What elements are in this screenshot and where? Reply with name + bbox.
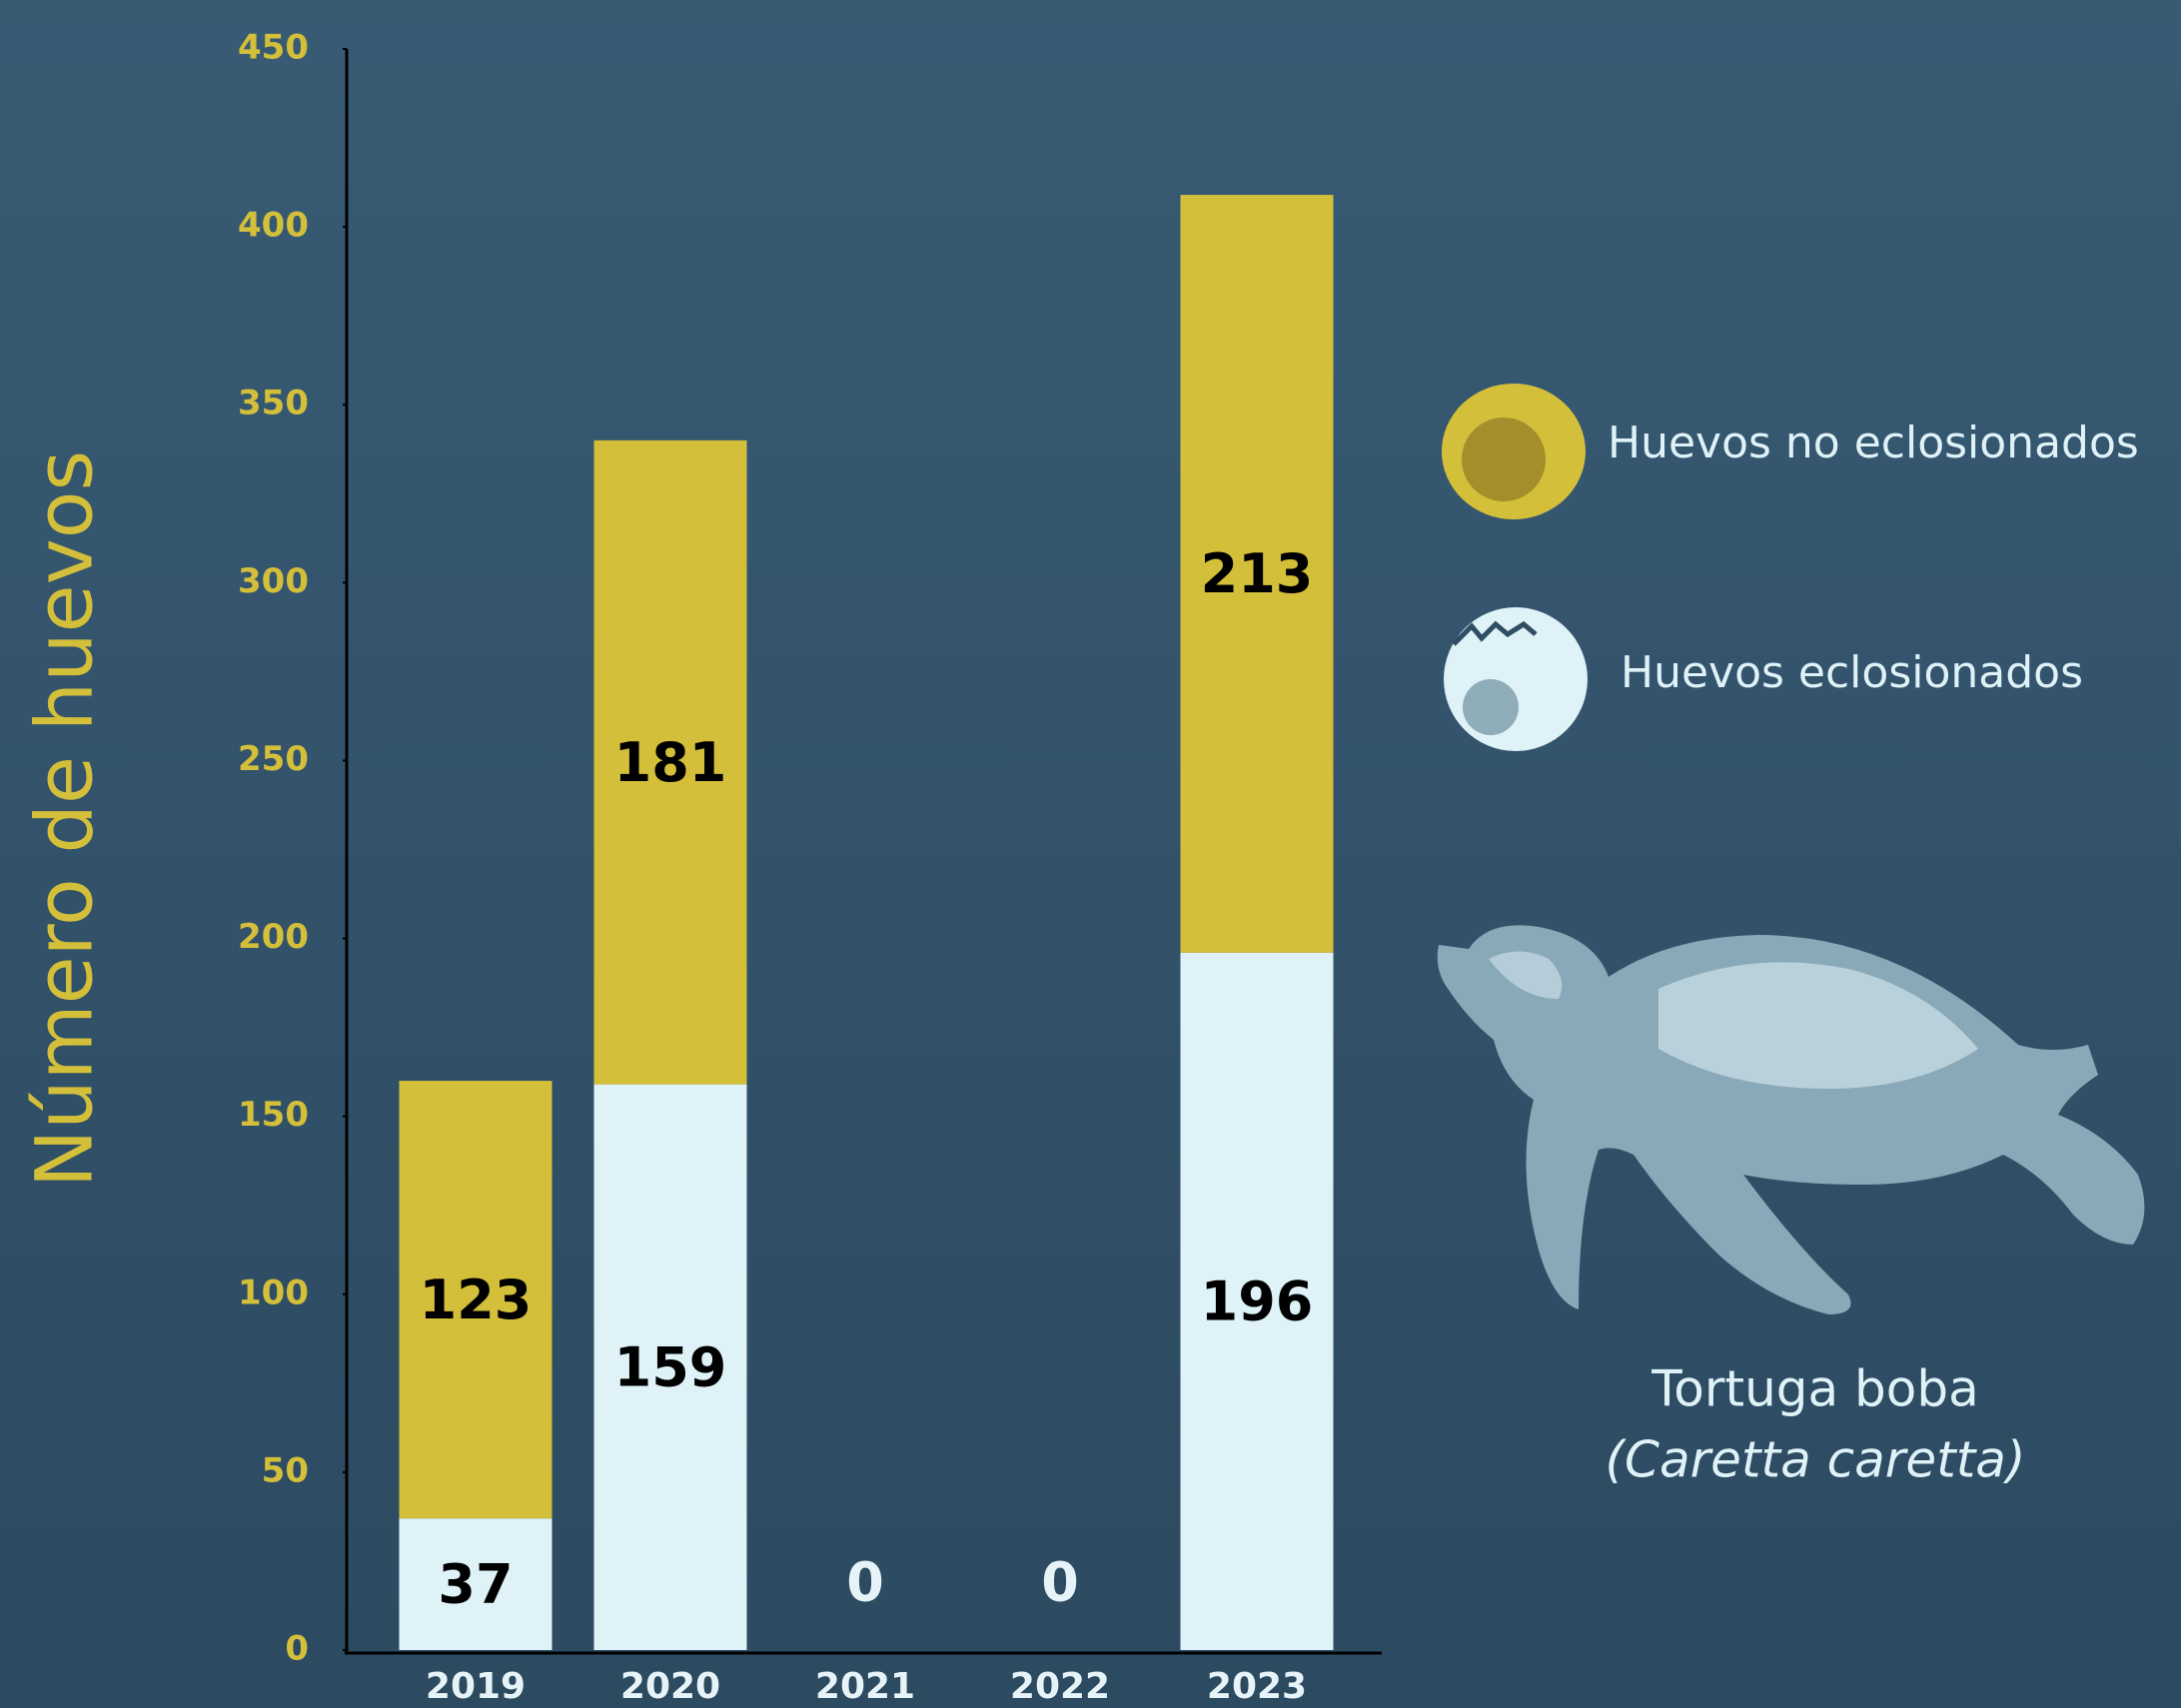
data-label: 213 [1201, 542, 1314, 605]
data-label: 37 [438, 1553, 513, 1616]
x-tick-label: 2019 [426, 1666, 526, 1707]
y-tick-label: 300 [238, 561, 309, 601]
y-tick-label: 450 [238, 28, 309, 68]
legend-label: Huevos eclosionados [1621, 647, 2083, 698]
y-tick-label: 200 [238, 917, 309, 957]
data-label: 196 [1201, 1271, 1314, 1333]
x-tick-label: 2023 [1207, 1666, 1307, 1707]
y-axis-label: Número de huevos [20, 450, 110, 1188]
data-label: 0 [846, 1551, 884, 1614]
y-tick-label: 50 [262, 1450, 309, 1490]
y-tick-label: 350 [238, 384, 309, 424]
chart: Número de huevos Tortuga boba (Caretta c… [0, 0, 2181, 1708]
y-tick-label: 400 [238, 206, 309, 246]
data-label: 159 [614, 1335, 727, 1398]
y-tick-label: 0 [285, 1629, 309, 1669]
species-common-name: Tortuga boba [1650, 1360, 1978, 1418]
x-tick-label: 2022 [1010, 1666, 1110, 1707]
data-label: 123 [420, 1269, 533, 1331]
y-tick-label: 100 [238, 1273, 309, 1312]
data-label: 0 [1041, 1551, 1079, 1614]
species-scientific-name: (Caretta caretta) [1606, 1431, 2026, 1489]
x-tick-label: 2020 [620, 1666, 720, 1707]
data-label: 181 [614, 731, 727, 794]
y-tick-label: 150 [238, 1095, 309, 1135]
x-tick-label: 2021 [815, 1666, 915, 1707]
legend-label: Huevos no eclosionados [1608, 418, 2139, 468]
y-tick-label: 250 [238, 739, 309, 779]
legend-icon-unhatched [1442, 384, 1586, 519]
legend-icon-hatched [1444, 607, 1588, 751]
